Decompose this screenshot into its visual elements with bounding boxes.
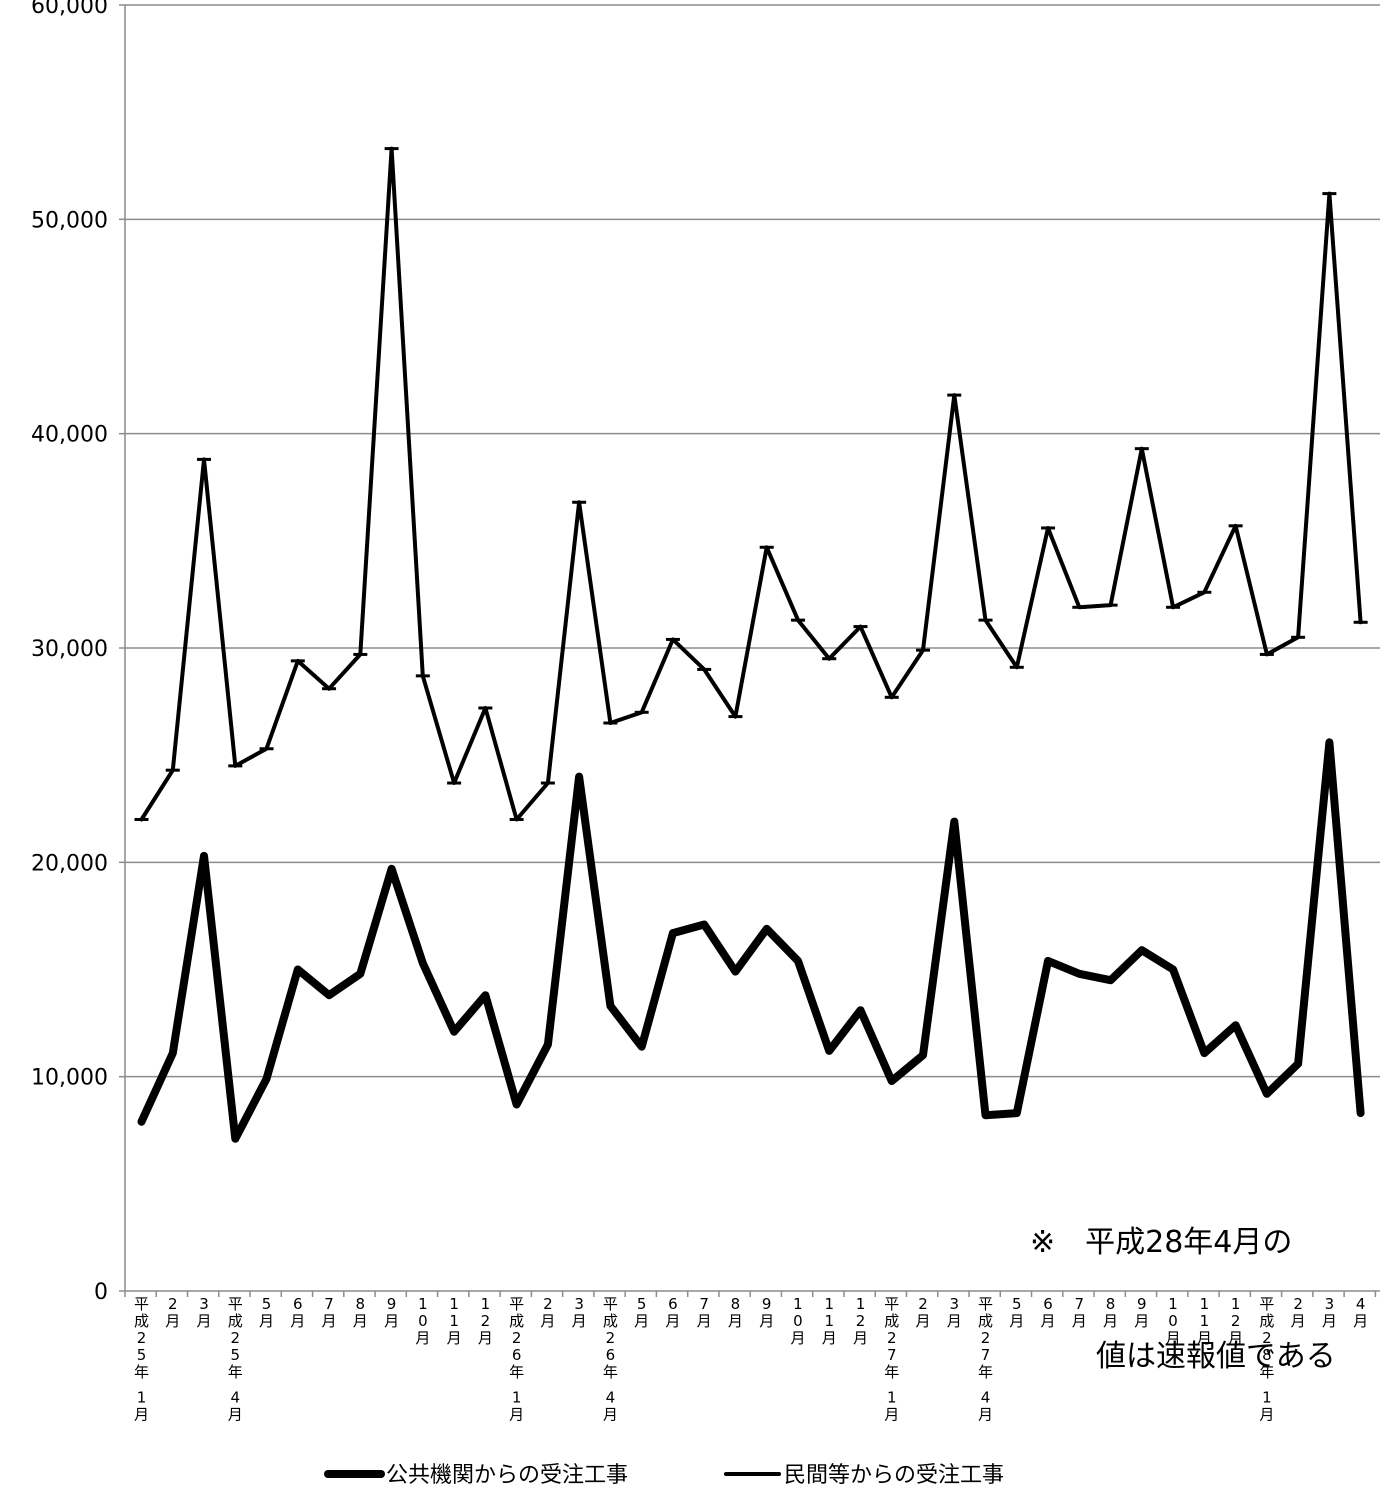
y-tick-label: 30,000 — [31, 637, 108, 662]
x-tick-label: 平成 2 5 年 1 月 — [134, 1295, 149, 1424]
y-axis: 0 10,000 20,000 30,000 40,000 50,000 60,000 — [31, 0, 126, 1305]
legend-label-public: 公共機関からの受注工事 — [386, 1463, 628, 1488]
y-tick-label: 50,000 — [31, 208, 108, 233]
plot-area — [134, 146, 1368, 1143]
y-tick-label: 20,000 — [31, 851, 108, 876]
legend: 公共機関からの受注工事 民間等からの受注工事 — [324, 1463, 1004, 1488]
series-line-public — [137, 738, 1365, 1143]
x-tick-label: 平成 2 8 年 1 月 — [1259, 1295, 1274, 1424]
annotation-note: ※ 平成28年4月の 値は速報値である — [1030, 1148, 1386, 1414]
x-tick-label: 平成 2 6 年 1 月 — [509, 1295, 524, 1424]
annotation-line-1: ※ 平成28年4月の — [1030, 1225, 1293, 1260]
x-tick-label: 平成 2 7 年 4 月 — [978, 1295, 993, 1424]
grid-lines — [125, 4, 1380, 1078]
y-tick-label: 60,000 — [31, 0, 108, 19]
x-axis: 平成 2 5 年 1 月 2 月 3 月 平成 2 5 年 4 月 5 月 6 月 7 月 8 月 9 月 1 0 月 1 1 月 1 2 月 平成 2… — [124, 1290, 1380, 1424]
x-tick-label: 平成 2 5 年 4 月 — [228, 1295, 243, 1424]
annotation-line-2: 値は速報値である — [1096, 1339, 1336, 1374]
x-tick-label: 平成 2 7 年 1 月 — [884, 1295, 899, 1424]
x-tick-label: 平成 2 6 年 4 月 — [603, 1295, 618, 1424]
y-tick-label: 10,000 — [31, 1066, 108, 1091]
series-line-private — [139, 146, 1363, 822]
y-tick-label: 40,000 — [31, 423, 108, 448]
y-tick-label: 0 — [94, 1280, 108, 1305]
legend-label-private: 民間等からの受注工事 — [784, 1463, 1004, 1488]
